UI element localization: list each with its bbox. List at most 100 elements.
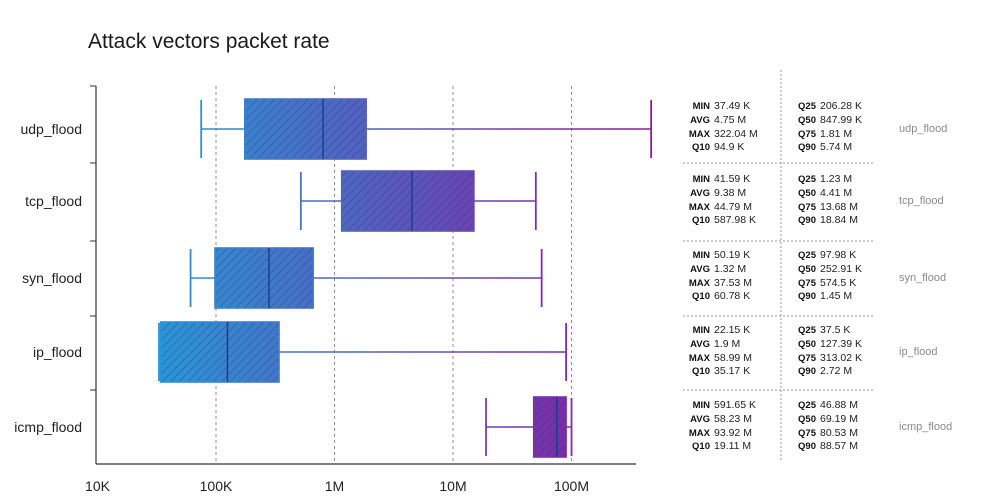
box-udp_flood: udp_flood: [20, 98, 653, 160]
stats-column: MIN 41.59 K AVG 9.38 M MAX 44.79 M Q10 587.98 K: [672, 173, 756, 228]
box-ip_flood: ip_flood: [33, 321, 567, 383]
stat-row: Q10 35.17 K: [672, 365, 752, 379]
box-outline: [244, 98, 367, 160]
stat-key: AVG: [690, 413, 710, 425]
row-side-label: udp_flood: [899, 123, 948, 135]
stat-value: 1.81 M: [820, 127, 853, 140]
stats-column: MIN 50.19 K AVG 1.32 M MAX 37.53 M Q10 60.78 K: [672, 249, 752, 304]
stat-key: Q25: [798, 325, 816, 336]
stat-value: 591.65 K: [714, 399, 757, 411]
stat-key: AVG: [690, 263, 710, 275]
stat-key: MAX: [688, 277, 710, 289]
stat-key: MAX: [688, 352, 710, 364]
stat-value: 58.23 M: [714, 412, 752, 425]
stat-row: AVG 58.23 M: [672, 413, 756, 427]
stat-value: 5.74 M: [820, 141, 853, 154]
stat-row: Q10 587.98 K: [672, 214, 756, 228]
stat-value: 206.28 K: [820, 100, 863, 112]
box-hatch: [533, 397, 567, 457]
stat-key: Q25: [798, 101, 816, 112]
stat-value: 1.45 M: [820, 290, 853, 303]
stat-key: Q50: [798, 413, 816, 425]
row-side-label: tcp_flood: [899, 195, 944, 207]
stat-key: Q10: [692, 215, 710, 227]
row-side-label: icmp_flood: [899, 421, 953, 433]
stat-row: Q90 18.84 M: [778, 214, 858, 228]
box-outline: [159, 321, 280, 383]
box-outline: [340, 170, 475, 232]
stat-row: Q25 206.28 K: [778, 100, 862, 114]
stat-key: Q25: [798, 250, 816, 261]
stat-value: 1.32 M: [714, 262, 747, 275]
stat-key: AVG: [690, 338, 710, 350]
stat-row: Q75 574.5 K: [778, 277, 862, 291]
x-tick-label: 100M: [554, 478, 589, 494]
stat-value: 94.9 K: [714, 141, 745, 154]
box-outline: [214, 247, 314, 309]
stat-value: 322.04 M: [714, 127, 758, 140]
stat-row: Q25 97.98 K: [778, 249, 862, 263]
box-hatch: [341, 171, 474, 231]
stat-row: AVG 4.75 M: [672, 114, 758, 128]
stat-key: MAX: [688, 427, 710, 439]
stat-row: Q90 88.57 M: [778, 440, 858, 454]
stat-key: Q75: [798, 277, 816, 289]
stats-column: Q25 206.28 K Q50 847.99 K Q75 1.81 M Q90 5.74 M: [778, 100, 862, 155]
stat-row: Q50 847.99 K: [778, 114, 862, 128]
stat-key: Q90: [798, 366, 816, 378]
stat-value: 41.59 K: [714, 173, 751, 185]
stat-row: MAX 58.99 M: [672, 352, 752, 366]
row-label: syn_flood: [22, 270, 82, 286]
stat-value: 13.68 M: [820, 200, 858, 213]
stat-row: MIN 50.19 K: [672, 249, 752, 263]
stat-value: 35.17 K: [714, 365, 751, 378]
stats-column: Q25 37.5 K Q50 127.39 K Q75 313.02 K Q90 2.72 M: [778, 324, 862, 379]
stat-key: Q50: [798, 338, 816, 350]
stat-key: Q90: [798, 441, 816, 453]
stat-value: 22.15 K: [714, 324, 751, 336]
stat-key: MAX: [688, 128, 710, 140]
stat-key: Q90: [798, 291, 816, 303]
stat-row: MIN 37.49 K: [672, 100, 758, 114]
stat-row: Q25 37.5 K: [778, 324, 862, 338]
stat-key: AVG: [690, 114, 710, 126]
stat-key: Q75: [798, 128, 816, 140]
stat-row: Q25 1.23 M: [778, 173, 858, 187]
stat-value: 46.88 M: [820, 399, 858, 411]
stat-row: AVG 9.38 M: [672, 187, 756, 201]
stat-key: Q75: [798, 427, 816, 439]
stat-row: AVG 1.9 M: [672, 338, 752, 352]
stat-value: 37.5 K: [820, 324, 851, 336]
stat-row: MIN 591.65 K: [672, 399, 756, 413]
stats-column: Q25 46.88 M Q50 69.19 M Q75 80.53 M Q90 88.57 M: [778, 399, 858, 454]
box-hatch: [244, 99, 367, 159]
row-side-label: syn_flood: [899, 272, 947, 284]
stat-key: MAX: [688, 201, 710, 213]
stat-row: Q75 80.53 M: [778, 427, 858, 441]
stat-row: MAX 44.79 M: [672, 201, 756, 215]
stat-key: Q90: [798, 142, 816, 154]
stat-key: AVG: [690, 187, 710, 199]
stat-row: MIN 22.15 K: [672, 324, 752, 338]
x-tick-label: 1M: [325, 478, 344, 494]
stat-key: Q10: [692, 441, 710, 453]
row-label: tcp_flood: [25, 193, 82, 209]
row-label: icmp_flood: [14, 419, 82, 435]
x-tick-label: 100K: [200, 478, 233, 494]
stat-row: Q75 1.81 M: [778, 128, 862, 142]
stat-value: 587.98 K: [714, 214, 757, 227]
stat-value: 19.11 M: [714, 440, 752, 453]
stat-row: MAX 37.53 M: [672, 277, 752, 291]
stats-separators: [683, 70, 873, 460]
stat-key: Q25: [798, 400, 816, 411]
stat-row: MIN 41.59 K: [672, 173, 756, 187]
stat-key: Q50: [798, 114, 816, 126]
stat-value: 2.72 M: [820, 365, 853, 378]
stat-value: 847.99 K: [820, 113, 863, 126]
stat-key: Q50: [798, 187, 816, 199]
stat-value: 88.57 M: [820, 440, 858, 453]
stat-key: Q50: [798, 263, 816, 275]
box-icmp_flood: icmp_flood: [14, 396, 573, 458]
stat-row: Q75 313.02 K: [778, 352, 862, 366]
